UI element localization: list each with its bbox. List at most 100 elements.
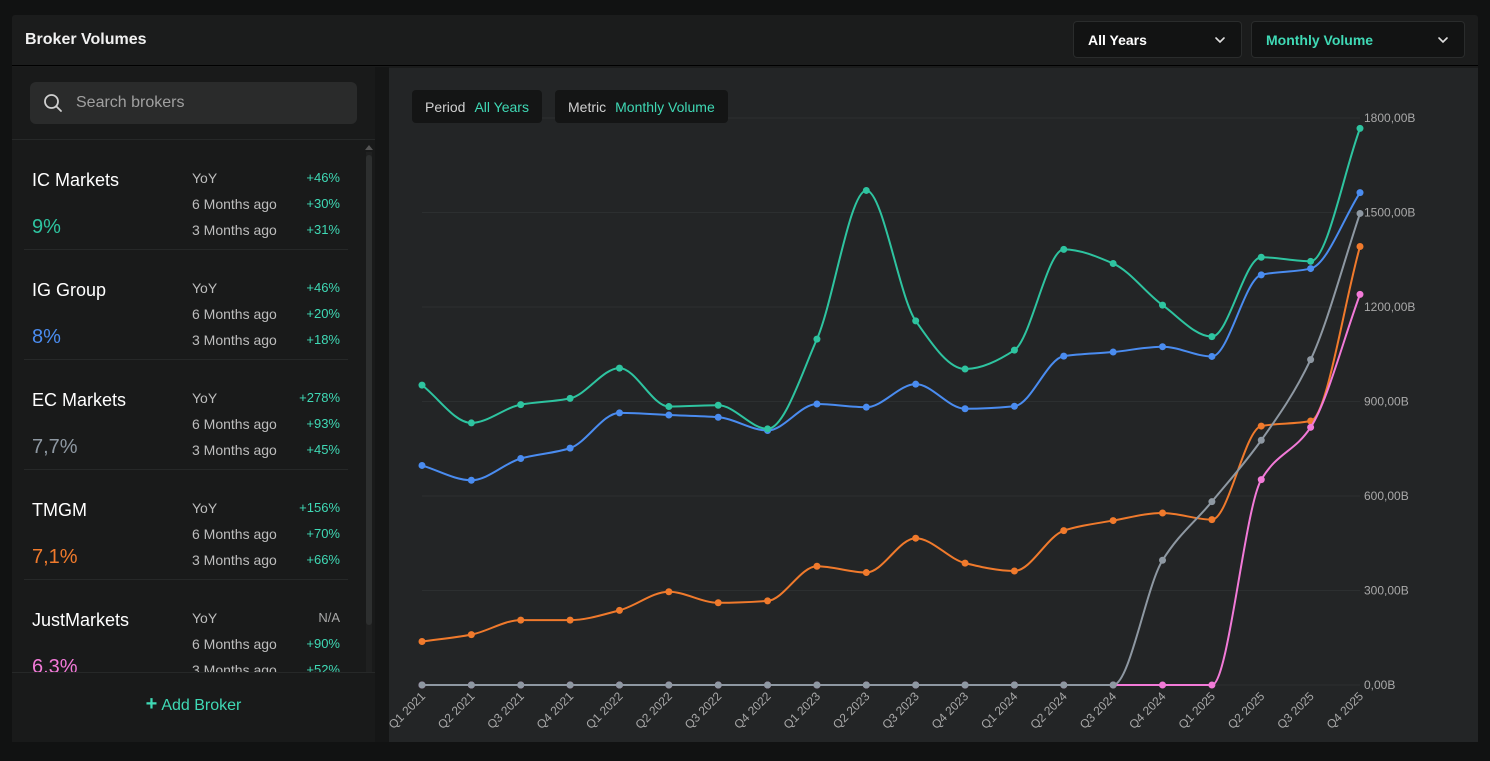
- broker-name: TMGM: [32, 500, 87, 520]
- data-point-tmgm: [813, 562, 821, 570]
- data-point-ic-markets: [1010, 346, 1018, 354]
- broker-card-ig-group[interactable]: IG Group 8% YoY +46% 6 Months ago +20% 3…: [24, 250, 348, 360]
- data-point-ic-markets: [961, 365, 969, 373]
- data-point-tmgm: [862, 569, 870, 577]
- chevron-down-icon: [1438, 36, 1448, 43]
- data-point-ig-group: [1159, 343, 1167, 351]
- data-point-ic-markets: [665, 403, 673, 411]
- data-point-ic-markets: [764, 425, 772, 433]
- broker-share: 9%: [32, 216, 61, 238]
- data-point-ic-markets: [1159, 301, 1167, 309]
- x-tick-label: Q4 2023: [929, 689, 972, 732]
- x-tick-label: Q2 2024: [1027, 689, 1070, 732]
- data-point-tmgm: [764, 597, 772, 605]
- data-point-ic-markets: [862, 186, 870, 194]
- x-tick-label: Q3 2022: [682, 689, 725, 732]
- data-point-ec-markets: [1109, 681, 1117, 689]
- stat-label: 6 Months ago: [192, 636, 277, 652]
- broker-share: 7,7%: [32, 436, 78, 458]
- stat-label: 3 Months ago: [192, 442, 277, 458]
- stat-value: +20%: [306, 306, 340, 321]
- data-point-ic-markets: [714, 401, 722, 409]
- x-tick-label: Q1 2023: [781, 689, 824, 732]
- data-point-ig-group: [714, 413, 722, 421]
- data-point-tmgm: [665, 588, 673, 596]
- y-tick-label: 300,00B: [1364, 584, 1409, 598]
- page-title: Broker Volumes: [25, 31, 147, 48]
- y-tick-label: 1800,00B: [1364, 111, 1415, 125]
- stat-value: N/A: [318, 610, 340, 625]
- y-tick-label: 0,00B: [1364, 678, 1395, 692]
- x-tick-label: Q3 2021: [484, 689, 527, 732]
- metric-dropdown-value: Monthly Volume: [1266, 31, 1374, 48]
- broker-card-justmarkets[interactable]: JustMarkets 6,3% YoY N/A 6 Months ago +9…: [24, 580, 348, 672]
- data-point-ic-markets: [813, 335, 821, 343]
- chart-panel: 0,00B 300,00B 600,00B 900,00B 1200,00B 1500,0…: [389, 68, 1478, 742]
- stat-value: +46%: [306, 170, 340, 185]
- years-dropdown[interactable]: All Years: [1073, 21, 1242, 58]
- stat-label: 3 Months ago: [192, 332, 277, 348]
- data-point-ec-markets: [418, 681, 426, 689]
- x-tick-label: Q1 2021: [389, 689, 428, 732]
- stat-value: +66%: [306, 552, 340, 567]
- period-pill: Period All Years: [412, 90, 542, 123]
- stat-label: YoY: [192, 610, 218, 626]
- x-tick-label: Q4 2025: [1324, 689, 1367, 732]
- add-broker-label: Add Broker: [161, 697, 242, 714]
- top-bar: Broker Volumes All Years Monthly Volume: [12, 15, 1478, 66]
- stat-value: +45%: [306, 442, 340, 457]
- data-point-tmgm: [1159, 509, 1167, 517]
- data-point-ic-markets: [566, 394, 574, 402]
- series-line-ec-markets: [422, 213, 1361, 686]
- search-input[interactable]: [76, 94, 326, 112]
- x-tick-label: Q2 2022: [633, 689, 676, 732]
- years-dropdown-value: All Years: [1088, 31, 1147, 48]
- panel-divider: [375, 67, 389, 742]
- broker-card-ic-markets[interactable]: IC Markets 9% YoY +46% 6 Months ago +30%…: [24, 140, 348, 250]
- broker-share: 8%: [32, 326, 61, 348]
- x-tick-label: Q1 2025: [1176, 689, 1219, 732]
- series-line-tmgm: [421, 246, 1361, 643]
- data-point-ec-markets: [615, 681, 623, 689]
- metric-dropdown[interactable]: Monthly Volume: [1251, 21, 1465, 58]
- x-tick-label: Q4 2021: [534, 689, 577, 732]
- data-point-ig-group: [1208, 352, 1216, 360]
- stat-label: 6 Months ago: [192, 196, 277, 212]
- data-point-ic-markets: [1109, 260, 1117, 268]
- period-label: Period: [425, 98, 466, 115]
- series-line-ic-markets: [421, 128, 1361, 430]
- data-point-justmarkets: [1356, 290, 1364, 298]
- data-point-tmgm: [1257, 422, 1265, 430]
- data-point-ec-markets: [714, 681, 722, 689]
- search-box[interactable]: [30, 82, 357, 124]
- x-tick-label: Q3 2024: [1077, 689, 1120, 732]
- series-line-ig-group: [421, 192, 1361, 482]
- data-point-ig-group: [1060, 352, 1068, 360]
- data-point-ec-markets: [1208, 498, 1216, 506]
- x-tick-label: Q4 2024: [1126, 689, 1169, 732]
- broker-card-tmgm[interactable]: TMGM 7,1% YoY +156% 6 Months ago +70% 3 …: [24, 470, 348, 580]
- data-point-ec-markets: [1307, 356, 1315, 364]
- data-point-ic-markets: [517, 401, 525, 409]
- data-point-ec-markets: [961, 681, 969, 689]
- data-point-ic-markets: [1257, 253, 1265, 261]
- data-point-ic-markets: [1356, 124, 1364, 132]
- data-point-tmgm: [467, 631, 475, 639]
- sidebar-footer: + Add Broker: [12, 672, 375, 742]
- data-point-ic-markets: [1060, 245, 1068, 253]
- scroll-up-arrow-icon[interactable]: [365, 145, 373, 150]
- add-broker-button[interactable]: + Add Broker: [12, 693, 375, 716]
- broker-card-ec-markets[interactable]: EC Markets 7,7% YoY +278% 6 Months ago +…: [24, 360, 348, 470]
- chevron-down-icon: [1215, 36, 1225, 43]
- search-icon: [44, 94, 62, 112]
- data-point-ic-markets: [418, 381, 426, 389]
- scrollbar-thumb[interactable]: [366, 155, 372, 625]
- stat-label: YoY: [192, 170, 218, 186]
- stat-value: +18%: [306, 332, 340, 347]
- data-point-ic-markets: [467, 419, 475, 427]
- data-point-tmgm: [418, 638, 426, 646]
- data-point-ic-markets: [912, 317, 920, 325]
- stat-value: +31%: [306, 222, 340, 237]
- data-point-tmgm: [1060, 527, 1068, 535]
- data-point-justmarkets: [1307, 423, 1315, 431]
